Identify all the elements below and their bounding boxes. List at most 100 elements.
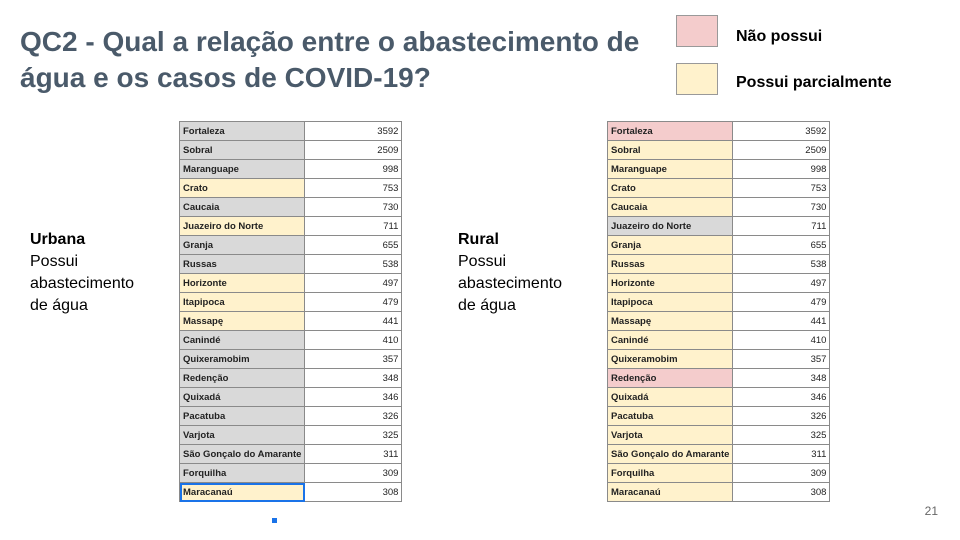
urbana-city-cell[interactable]: Granja xyxy=(178,235,306,255)
rural-cases-cell[interactable]: 497 xyxy=(732,273,831,293)
urbana-cases-cell[interactable]: 410 xyxy=(304,330,403,350)
urbana-cases-cell[interactable]: 753 xyxy=(304,178,403,198)
rural-city-cell[interactable]: Itapipoca xyxy=(606,292,734,312)
urbana-cases-cell[interactable]: 441 xyxy=(304,311,403,331)
urbana-cases-cell[interactable]: 3592 xyxy=(304,121,403,141)
urbana-cases-cell[interactable]: 357 xyxy=(304,349,403,369)
urbana-cases-cell[interactable]: 497 xyxy=(304,273,403,293)
urbana-cases-cell[interactable]: 346 xyxy=(304,387,403,407)
rural-table-row: Quixadá 346 xyxy=(606,387,831,407)
urbana-city-cell[interactable]: São Gonçalo do Amarante xyxy=(178,444,306,464)
rural-cases-cell[interactable]: 2509 xyxy=(732,140,831,160)
rural-table-row: Russas 538 xyxy=(606,254,831,274)
urbana-city-cell[interactable]: Pacatuba xyxy=(178,406,306,426)
urbana-city-cell[interactable]: Caucaia xyxy=(178,197,306,217)
urbana-cases-cell[interactable]: 325 xyxy=(304,425,403,445)
rural-table-row: Varjota 325 xyxy=(606,425,831,445)
urbana-city-cell[interactable]: Crato xyxy=(178,178,306,198)
rural-cases-cell[interactable]: 348 xyxy=(732,368,831,388)
rural-spreadsheet[interactable]: Fortaleza 3592 Sobral 2509 Maranguape 998 Crat… xyxy=(606,121,831,502)
urbana-city-cell[interactable]: Russas xyxy=(178,254,306,274)
urbana-cases-cell[interactable]: 2509 xyxy=(304,140,403,160)
rural-table-body: Fortaleza 3592 Sobral 2509 Maranguape 998 Crat… xyxy=(606,121,831,502)
rural-city-cell[interactable]: Pacatuba xyxy=(606,406,734,426)
rural-city-cell[interactable]: Granja xyxy=(606,235,734,255)
urbana-city-cell[interactable]: Quixeramobim xyxy=(178,349,306,369)
urbana-cases-cell[interactable]: 311 xyxy=(304,444,403,464)
rural-city-cell[interactable]: Crato xyxy=(606,178,734,198)
urbana-cases-cell[interactable]: 479 xyxy=(304,292,403,312)
urbana-cases-cell[interactable]: 711 xyxy=(304,216,403,236)
rural-table-row: Juazeiro do Norte 711 xyxy=(606,216,831,236)
rural-heading: Rural xyxy=(458,231,499,248)
urbana-city-cell[interactable]: Redenção xyxy=(178,368,306,388)
rural-cases-cell[interactable]: 655 xyxy=(732,235,831,255)
urbana-selected-cell[interactable]: Maracanaú xyxy=(178,482,306,502)
urbana-city-cell[interactable]: Itapipoca xyxy=(178,292,306,312)
rural-cases-cell[interactable]: 346 xyxy=(732,387,831,407)
rural-city-cell[interactable]: Fortaleza xyxy=(606,121,734,141)
urbana-cases-cell[interactable]: 538 xyxy=(304,254,403,274)
rural-city-cell[interactable]: São Gonçalo do Amarante xyxy=(606,444,734,464)
rural-table-row: Crato 753 xyxy=(606,178,831,198)
urbana-city-cell[interactable]: Sobral xyxy=(178,140,306,160)
urbana-cases-cell[interactable]: 730 xyxy=(304,197,403,217)
urbana-table-row: Massapę 441 xyxy=(178,311,403,331)
urbana-cases-cell[interactable]: 655 xyxy=(304,235,403,255)
urbana-cases-cell[interactable]: 326 xyxy=(304,406,403,426)
rural-cases-cell[interactable]: 538 xyxy=(732,254,831,274)
rural-cases-cell[interactable]: 441 xyxy=(732,311,831,331)
rural-cases-cell[interactable]: 308 xyxy=(732,482,831,502)
rural-cases-cell[interactable]: 311 xyxy=(732,444,831,464)
rural-city-cell[interactable]: Redenção xyxy=(606,368,734,388)
rural-cases-cell[interactable]: 326 xyxy=(732,406,831,426)
rural-city-cell[interactable]: Canindé xyxy=(606,330,734,350)
urbana-cases-cell[interactable]: 998 xyxy=(304,159,403,179)
rural-city-cell[interactable]: Russas xyxy=(606,254,734,274)
rural-city-cell[interactable]: Varjota xyxy=(606,425,734,445)
rural-city-cell[interactable]: Juazeiro do Norte xyxy=(606,216,734,236)
rural-city-cell[interactable]: Forquilha xyxy=(606,463,734,483)
rural-city-cell[interactable]: Quixeramobim xyxy=(606,349,734,369)
urbana-table-row: Horizonte 497 xyxy=(178,273,403,293)
rural-cases-cell[interactable]: 753 xyxy=(732,178,831,198)
urbana-table-row: Forquilha 309 xyxy=(178,463,403,483)
rural-city-cell[interactable]: Maracanaú xyxy=(606,482,734,502)
rural-cases-cell[interactable]: 410 xyxy=(732,330,831,350)
urbana-table-body: Fortaleza 3592 Sobral 2509 Maranguape 998 Crat… xyxy=(178,121,403,502)
urbana-city-cell[interactable]: Juazeiro do Norte xyxy=(178,216,306,236)
selection-fill-handle[interactable] xyxy=(272,518,277,523)
rural-table-row: Maranguape 998 xyxy=(606,159,831,179)
urbana-city-cell[interactable]: Canindé xyxy=(178,330,306,350)
urbana-city-cell[interactable]: Massapę xyxy=(178,311,306,331)
urbana-city-cell[interactable]: Varjota xyxy=(178,425,306,445)
rural-city-cell[interactable]: Massapę xyxy=(606,311,734,331)
urbana-table-row: São Gonçalo do Amarante 311 xyxy=(178,444,403,464)
rural-cases-cell[interactable]: 3592 xyxy=(732,121,831,141)
urbana-table-row: Maranguape 998 xyxy=(178,159,403,179)
rural-city-cell[interactable]: Maranguape xyxy=(606,159,734,179)
urbana-city-cell[interactable]: Forquilha xyxy=(178,463,306,483)
rural-cases-cell[interactable]: 325 xyxy=(732,425,831,445)
rural-city-cell[interactable]: Sobral xyxy=(606,140,734,160)
legend-swatch-possui-parcialmente xyxy=(676,63,718,95)
urbana-city-cell[interactable]: Horizonte xyxy=(178,273,306,293)
rural-city-cell[interactable]: Horizonte xyxy=(606,273,734,293)
urbana-city-cell[interactable]: Quixadá xyxy=(178,387,306,407)
rural-cases-cell[interactable]: 357 xyxy=(732,349,831,369)
urbana-city-cell[interactable]: Fortaleza xyxy=(178,121,306,141)
urbana-city-cell[interactable]: Maranguape xyxy=(178,159,306,179)
rural-cases-cell[interactable]: 711 xyxy=(732,216,831,236)
urbana-cases-cell[interactable]: 309 xyxy=(304,463,403,483)
rural-cases-cell[interactable]: 730 xyxy=(732,197,831,217)
urbana-cases-cell[interactable]: 308 xyxy=(304,482,403,502)
rural-cases-cell[interactable]: 998 xyxy=(732,159,831,179)
rural-city-cell[interactable]: Quixadá xyxy=(606,387,734,407)
urbana-cases-cell[interactable]: 348 xyxy=(304,368,403,388)
legend-label-nao-possui: Não possui xyxy=(736,28,823,45)
urbana-spreadsheet[interactable]: Fortaleza 3592 Sobral 2509 Maranguape 998 Crat… xyxy=(178,121,403,502)
rural-cases-cell[interactable]: 309 xyxy=(732,463,831,483)
rural-cases-cell[interactable]: 479 xyxy=(732,292,831,312)
urbana-label: Urbana Possui abastecimento de água xyxy=(30,229,134,317)
rural-city-cell[interactable]: Caucaia xyxy=(606,197,734,217)
